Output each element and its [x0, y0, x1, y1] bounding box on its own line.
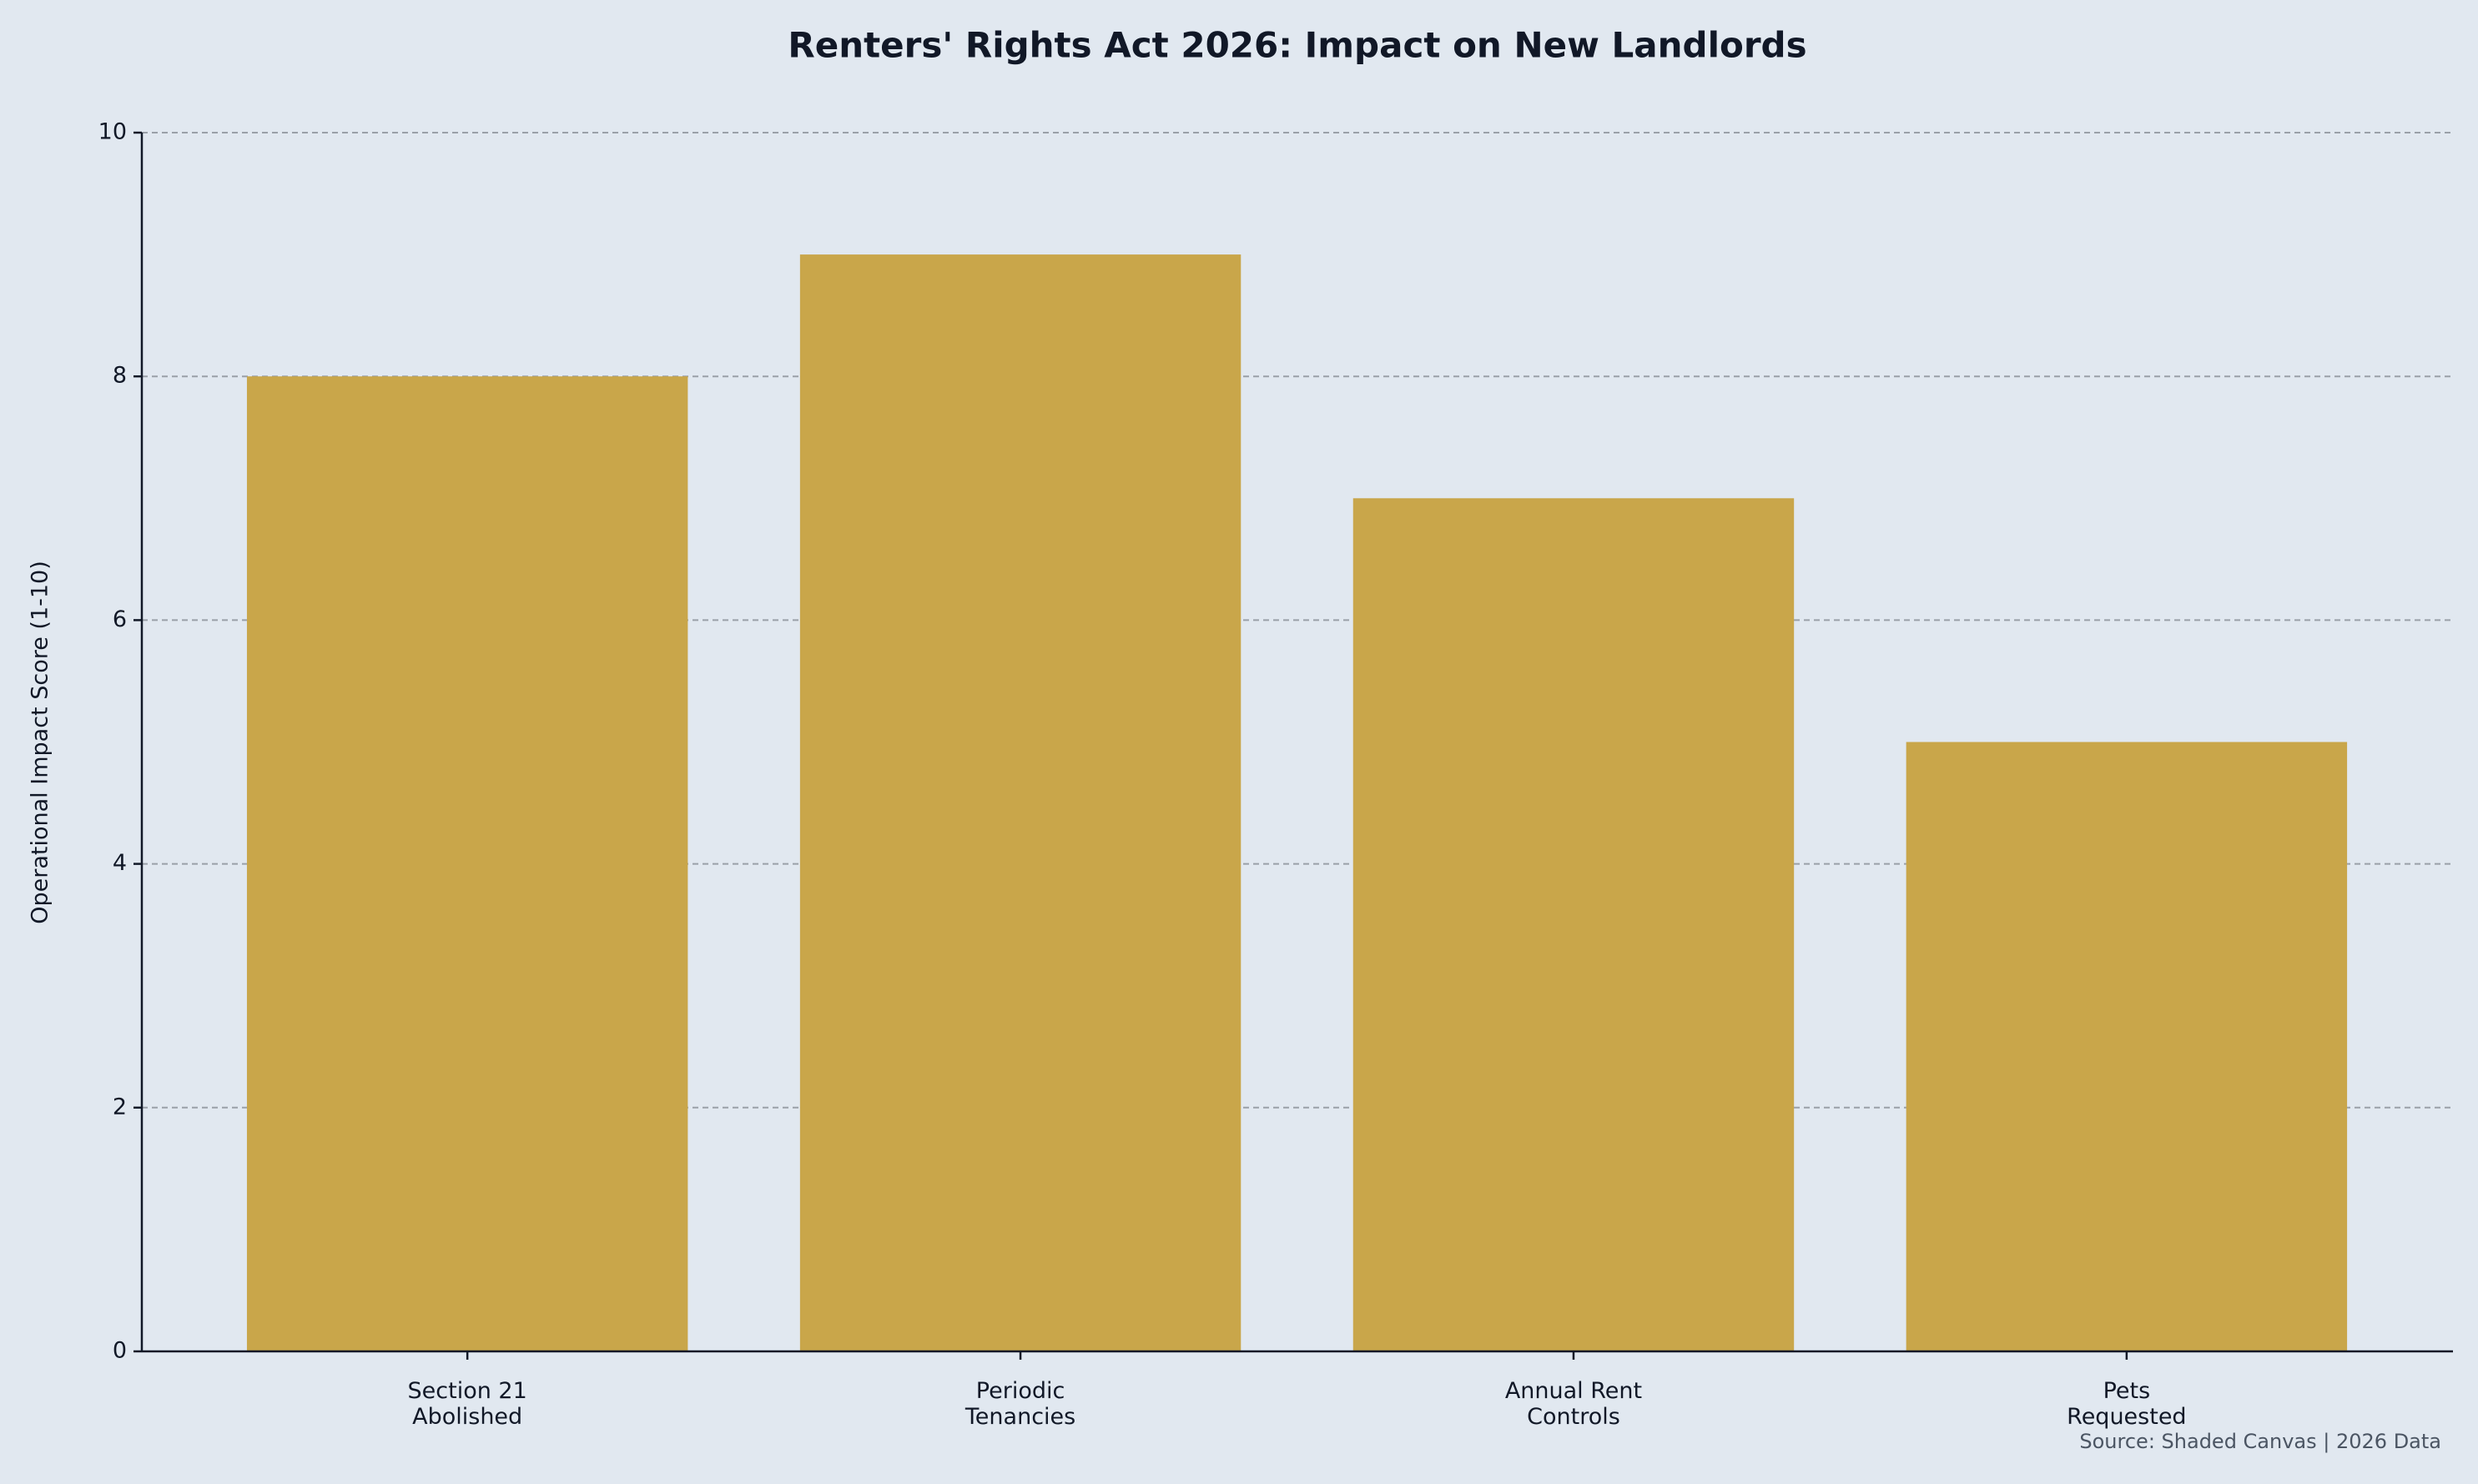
bar [246, 376, 688, 1352]
y-tick-label: 10 [98, 119, 127, 145]
y-axis-label: Operational Impact Score (1-10) [28, 561, 53, 924]
y-tick-label: 2 [113, 1094, 127, 1119]
bar [1906, 742, 2348, 1351]
source-note: Source: Shaded Canvas | 2026 Data [2079, 1430, 2441, 1453]
bar [799, 254, 1242, 1352]
x-tick-label: Periodic Tenancies [965, 1378, 1075, 1430]
y-tick-label: 8 [113, 363, 127, 389]
y-tick-label: 6 [113, 606, 127, 632]
chart-title: Renters' Rights Act 2026: Impact on New … [788, 25, 1806, 66]
x-tick-label: Annual Rent Controls [1505, 1378, 1642, 1430]
x-tick-label: Section 21 Abolished [408, 1378, 527, 1430]
bar [1352, 498, 1795, 1351]
y-tick-label: 0 [113, 1338, 127, 1364]
x-tick-label: Pets Requested [2067, 1378, 2186, 1430]
y-tick-label: 4 [113, 850, 127, 876]
